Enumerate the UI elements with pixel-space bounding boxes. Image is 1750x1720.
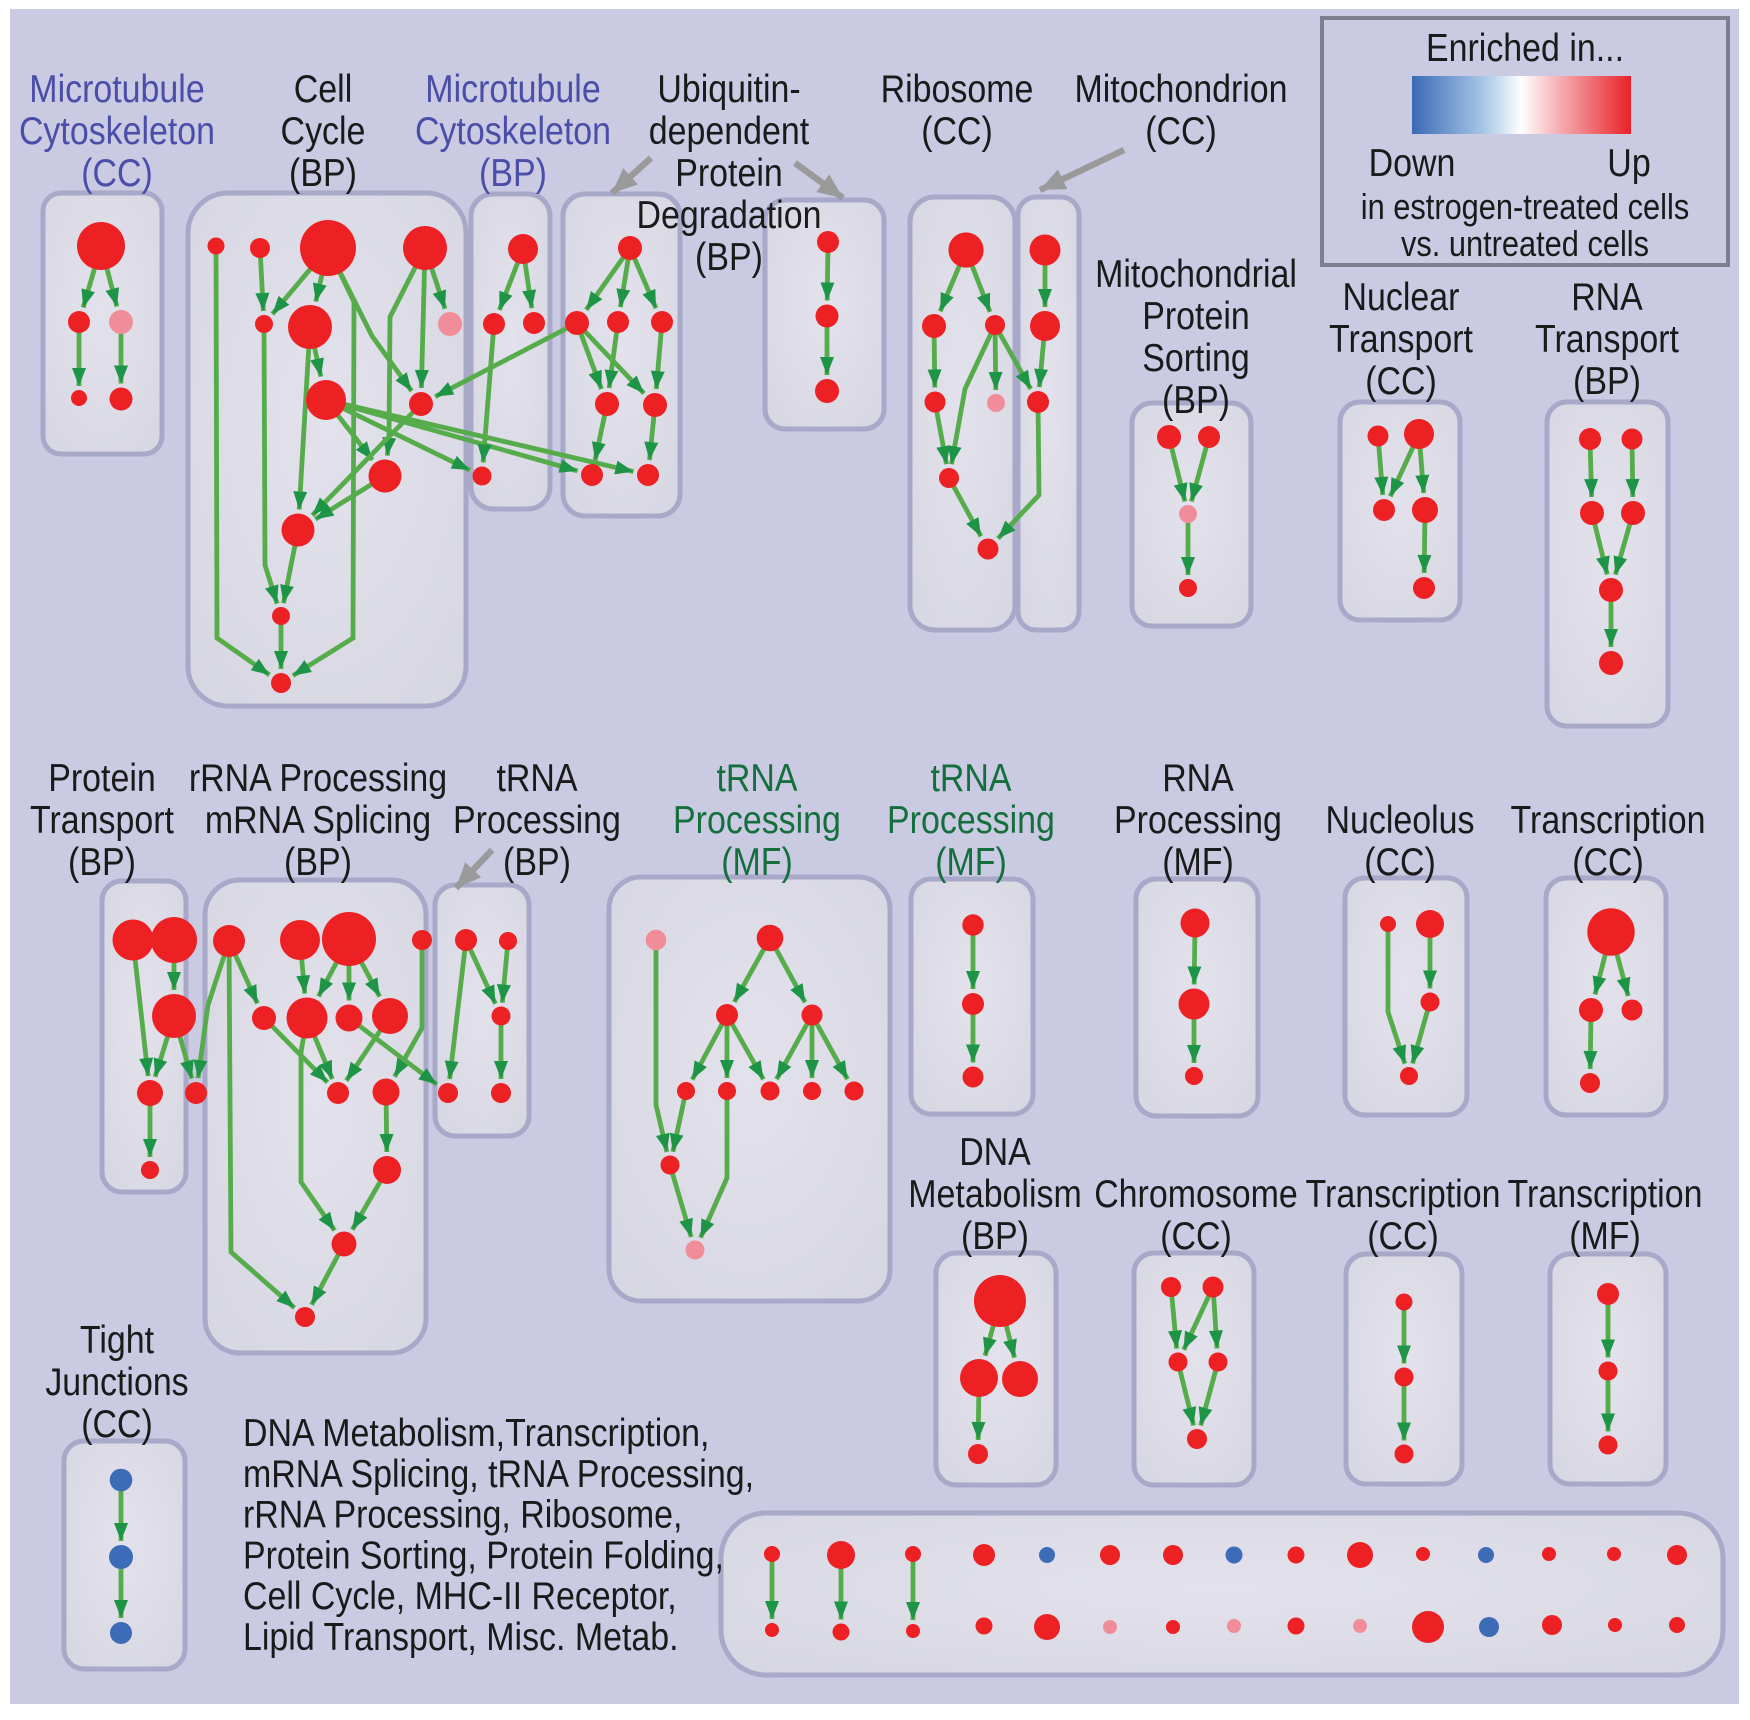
svg-text:tRNA: tRNA	[930, 757, 1011, 800]
svg-text:Processing: Processing	[1114, 799, 1282, 842]
svg-text:(CC): (CC)	[81, 1403, 153, 1446]
svg-text:Transcription: Transcription	[1508, 1173, 1703, 1216]
svg-text:mRNA Splicing: mRNA Splicing	[205, 799, 431, 842]
svg-text:(CC): (CC)	[81, 152, 153, 195]
svg-text:Down: Down	[1369, 142, 1456, 185]
svg-text:DNA Metabolism,Transcription,: DNA Metabolism,Transcription,	[243, 1412, 709, 1455]
svg-text:vs. untreated cells: vs. untreated cells	[1401, 223, 1649, 264]
svg-text:Cell Cycle, MHC-II Receptor,: Cell Cycle, MHC-II Receptor,	[243, 1575, 677, 1618]
svg-text:Transcription: Transcription	[1511, 799, 1706, 842]
svg-text:Chromosome: Chromosome	[1094, 1173, 1298, 1216]
svg-text:(BP): (BP)	[68, 841, 136, 884]
svg-text:(BP): (BP)	[503, 841, 571, 884]
svg-text:Transport: Transport	[30, 799, 174, 842]
svg-text:Protein: Protein	[1142, 295, 1250, 338]
svg-text:(CC): (CC)	[1364, 841, 1436, 884]
svg-text:Ubiquitin-: Ubiquitin-	[657, 68, 800, 111]
svg-text:(CC): (CC)	[921, 110, 993, 153]
svg-text:Cell: Cell	[294, 68, 353, 111]
svg-text:(MF): (MF)	[1162, 841, 1234, 884]
svg-text:rRNA Processing: rRNA Processing	[189, 757, 447, 800]
svg-text:Nuclear: Nuclear	[1343, 276, 1460, 319]
svg-text:(CC): (CC)	[1145, 110, 1217, 153]
svg-text:Lipid Transport, Misc. Metab.: Lipid Transport, Misc. Metab.	[243, 1616, 679, 1659]
svg-text:Cytoskeleton: Cytoskeleton	[415, 110, 611, 153]
svg-text:(BP): (BP)	[1162, 379, 1230, 422]
svg-text:(BP): (BP)	[479, 152, 547, 195]
svg-text:RNA: RNA	[1571, 276, 1643, 319]
svg-text:Microtubule: Microtubule	[425, 68, 600, 111]
svg-text:tRNA: tRNA	[716, 757, 797, 800]
svg-text:Processing: Processing	[453, 799, 621, 842]
svg-text:(CC): (CC)	[1367, 1215, 1439, 1258]
svg-text:Transport: Transport	[1329, 318, 1473, 361]
svg-text:Protein: Protein	[675, 152, 783, 195]
svg-text:(MF): (MF)	[1569, 1215, 1641, 1258]
svg-text:DNA: DNA	[959, 1131, 1031, 1174]
svg-text:Junctions: Junctions	[45, 1361, 188, 1404]
svg-text:Mitochondrial: Mitochondrial	[1095, 253, 1297, 296]
svg-text:Degradation: Degradation	[637, 194, 822, 237]
svg-text:Metabolism: Metabolism	[908, 1173, 1082, 1216]
svg-text:(CC): (CC)	[1160, 1215, 1232, 1258]
svg-text:Tight: Tight	[80, 1319, 154, 1362]
svg-text:(CC): (CC)	[1365, 360, 1437, 403]
svg-text:Ribosome: Ribosome	[881, 68, 1034, 111]
svg-text:Enriched in...: Enriched in...	[1426, 27, 1624, 70]
svg-text:Nucleolus: Nucleolus	[1326, 799, 1475, 842]
svg-text:rRNA Processing, Ribosome,: rRNA Processing, Ribosome,	[243, 1494, 682, 1537]
svg-text:(BP): (BP)	[284, 841, 352, 884]
svg-text:Up: Up	[1607, 142, 1650, 185]
svg-text:Sorting: Sorting	[1142, 337, 1250, 380]
svg-text:(BP): (BP)	[289, 152, 357, 195]
svg-text:Transport: Transport	[1535, 318, 1679, 361]
svg-text:in estrogen-treated cells: in estrogen-treated cells	[1361, 186, 1690, 227]
svg-text:Processing: Processing	[887, 799, 1055, 842]
svg-text:dependent: dependent	[649, 110, 810, 153]
svg-text:RNA: RNA	[1162, 757, 1234, 800]
svg-text:(CC): (CC)	[1572, 841, 1644, 884]
svg-text:Protein Sorting, Protein Foldi: Protein Sorting, Protein Folding,	[243, 1534, 724, 1577]
svg-text:Cycle: Cycle	[281, 110, 366, 153]
svg-text:Mitochondrion: Mitochondrion	[1074, 68, 1287, 111]
svg-text:(MF): (MF)	[721, 841, 793, 884]
svg-text:(BP): (BP)	[1573, 360, 1641, 403]
svg-text:Protein: Protein	[48, 757, 156, 800]
svg-text:(BP): (BP)	[695, 236, 763, 279]
svg-text:mRNA Splicing, tRNA Processing: mRNA Splicing, tRNA Processing,	[243, 1453, 754, 1496]
svg-text:tRNA: tRNA	[496, 757, 577, 800]
svg-text:(BP): (BP)	[961, 1215, 1029, 1258]
svg-text:Cytoskeleton: Cytoskeleton	[19, 110, 215, 153]
svg-text:Microtubule: Microtubule	[29, 68, 204, 111]
svg-text:(MF): (MF)	[935, 841, 1007, 884]
svg-text:Transcription: Transcription	[1306, 1173, 1501, 1216]
svg-text:Processing: Processing	[673, 799, 841, 842]
